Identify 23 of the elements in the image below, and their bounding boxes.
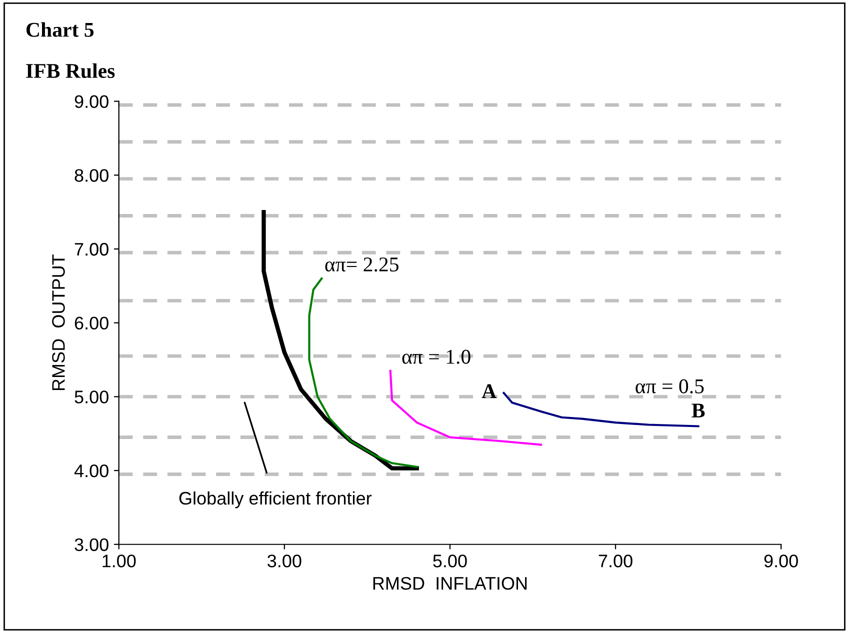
annotation: απ = 0.5 bbox=[636, 379, 704, 394]
chart-title: Chart 5 bbox=[26, 22, 94, 37]
y-tick-label: 3.00 bbox=[74, 538, 108, 552]
x-tick-label: 9.00 bbox=[764, 554, 798, 568]
y-axis-title: RMSD OUTPUT bbox=[52, 254, 65, 390]
y-tick-label: 6.00 bbox=[74, 316, 108, 330]
x-tick-label: 5.00 bbox=[433, 554, 467, 568]
x-tick-label: 3.00 bbox=[268, 554, 302, 568]
annotation: A bbox=[482, 384, 496, 398]
chart-subtitle: IFB Rules bbox=[26, 63, 115, 78]
annotation: απ= 2.25 bbox=[325, 258, 398, 272]
y-tick-label: 5.00 bbox=[74, 390, 108, 404]
x-tick-label: 7.00 bbox=[598, 554, 632, 568]
y-tick-label: 8.00 bbox=[74, 169, 108, 182]
y-tick-label: 9.00 bbox=[74, 95, 108, 108]
x-tick-label: 1.00 bbox=[102, 554, 136, 568]
annotation: B bbox=[692, 404, 705, 418]
annotation: Globally efficient frontier bbox=[179, 491, 372, 508]
line-series bbox=[389, 370, 542, 446]
y-tick-label: 7.00 bbox=[74, 242, 108, 256]
annotation: απ = 1.0 bbox=[402, 350, 470, 364]
x-axis-title: RMSD INFLATION bbox=[373, 576, 527, 590]
y-tick-label: 4.00 bbox=[74, 464, 108, 478]
